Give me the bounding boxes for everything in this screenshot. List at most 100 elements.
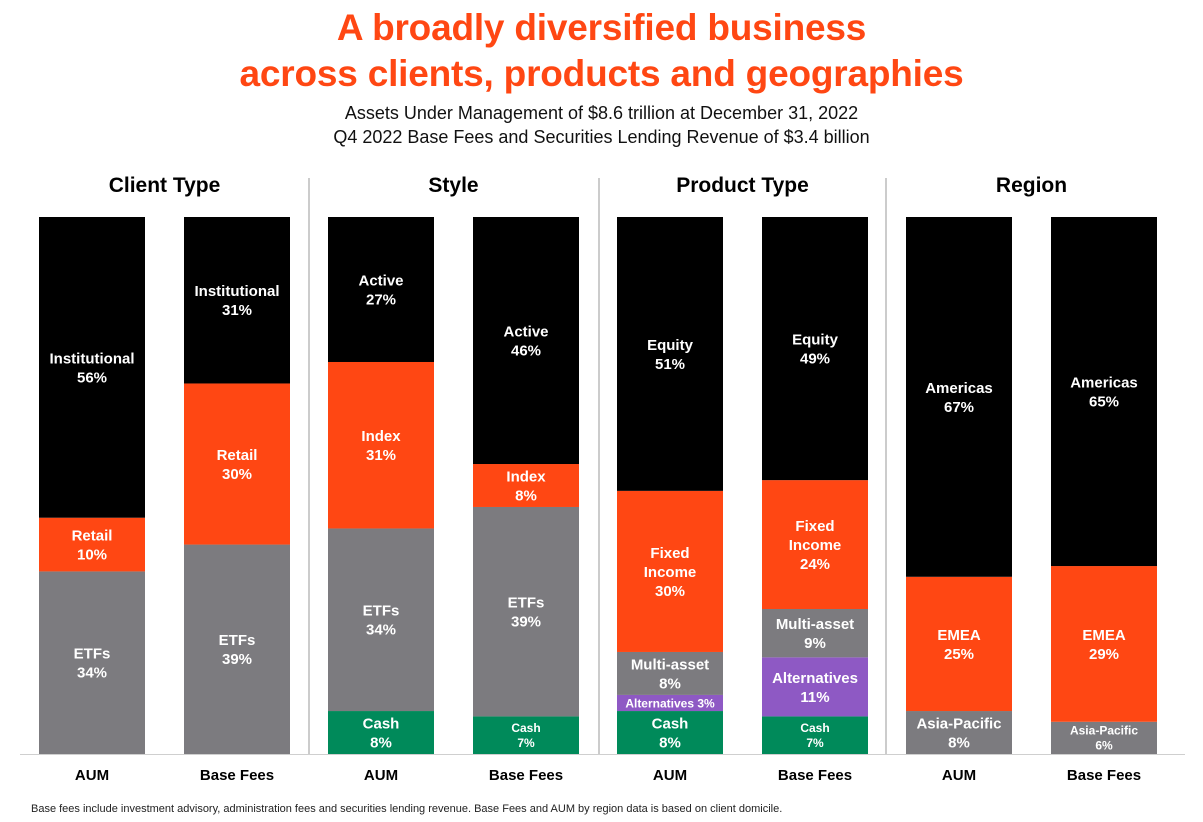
segment-label-line: ETFs <box>74 646 111 663</box>
segment-label-product-type-aum-cash: Cash 8% <box>652 715 689 751</box>
bar-segment-style-aum-active <box>328 217 434 362</box>
bar-segment-product-type-aum-cash <box>617 711 723 754</box>
segment-label-line: 24% <box>800 556 830 573</box>
segment-label-style-aum-active: Active 27% <box>358 272 403 308</box>
segment-label-client-type-base-fees-institutional: Institutional 31% <box>195 283 280 319</box>
x-label-client-type-aum: AUM <box>75 767 109 784</box>
segment-label-line: Equity <box>792 331 838 348</box>
segment-label-line: Index <box>361 428 401 445</box>
segment-label-line: 34% <box>77 665 107 682</box>
bar-segment-product-type-base-fees-alternatives <box>762 657 868 717</box>
segment-label-line: Asia-Pacific <box>1070 724 1138 738</box>
segment-label-line: 25% <box>944 646 974 663</box>
segment-label-line: 7% <box>806 736 824 750</box>
segment-label-line: 7% <box>517 736 535 750</box>
segment-label-line: Income <box>644 564 697 581</box>
subtitle-line-2: Q4 2022 Base Fees and Securities Lending… <box>333 127 870 147</box>
segment-label-line: 8% <box>515 487 537 504</box>
segment-label-line: 39% <box>511 614 541 631</box>
segment-label-line: Cash <box>363 715 400 732</box>
segment-label-line: Institutional <box>195 283 280 300</box>
bar-segment-region-base-fees-emea <box>1051 566 1157 722</box>
segment-label-style-aum-index: Index 31% <box>361 428 401 464</box>
segment-label-line: 67% <box>944 399 974 416</box>
segment-label-region-base-fees-emea: EMEA 29% <box>1082 627 1126 663</box>
segment-label-line: Asia-Pacific <box>916 715 1001 732</box>
segment-label-line: 11% <box>800 689 829 706</box>
panel-title-style: Style <box>428 174 478 197</box>
segment-label-line: 56% <box>77 369 107 386</box>
segment-label-product-type-aum-alternatives: Alternatives 3% <box>625 696 715 710</box>
segment-label-line: Fixed <box>650 545 689 562</box>
bar-segment-product-type-aum-equity <box>617 217 723 491</box>
segment-label-line: Index <box>506 468 546 485</box>
bar-segment-style-base-fees-cash <box>473 716 579 754</box>
segment-label-line: EMEA <box>1082 627 1126 644</box>
segment-label-client-type-base-fees-etfs: ETFs 39% <box>219 632 256 668</box>
segment-label-line: Active <box>503 323 548 340</box>
page-title-line-2: across clients, products and geographies <box>239 53 964 94</box>
segment-label-region-aum-asia-pacific: Asia-Pacific 8% <box>916 715 1001 751</box>
segment-label-style-aum-cash: Cash 8% <box>363 715 400 751</box>
bar-segment-product-type-base-fees-fixed-income <box>762 480 868 610</box>
segment-label-client-type-base-fees-retail: Retail 30% <box>217 447 258 483</box>
x-label-style-base-fees: Base Fees <box>489 767 563 784</box>
x-label-product-type-base-fees: Base Fees <box>778 767 852 784</box>
segment-label-line: 30% <box>222 466 252 483</box>
bar-segment-style-base-fees-index <box>473 464 579 507</box>
segment-label-line: 10% <box>77 546 107 563</box>
segment-label-product-type-base-fees-equity: Equity 49% <box>792 331 838 367</box>
segment-label-style-base-fees-index: Index 8% <box>506 468 546 504</box>
x-label-style-aum: AUM <box>364 767 398 784</box>
bar-segment-style-aum-index <box>328 361 434 529</box>
segment-label-client-type-aum-etfs: ETFs 34% <box>74 646 111 682</box>
stacked-bar-charts: Client Type ETFs 34% Retail 10% Institutional… <box>20 174 1185 784</box>
footnote: Base fees include investment advisory, a… <box>31 803 783 815</box>
subtitle-line-1: Assets Under Management of $8.6 trillion… <box>344 103 859 123</box>
segment-label-line: Cash <box>511 721 540 735</box>
segment-label-line: Cash <box>800 721 829 735</box>
panel-title-region: Region <box>996 174 1067 197</box>
segment-label-line: 30% <box>655 583 685 600</box>
x-label-region-base-fees: Base Fees <box>1067 767 1141 784</box>
segment-label-line: Institutional <box>50 350 135 367</box>
bar-segment-client-type-aum-retail <box>39 517 145 572</box>
segment-label-line: 65% <box>1089 393 1119 410</box>
segment-label-product-type-aum-multi-asset: Multi-asset 8% <box>631 656 709 692</box>
bar-segment-product-type-aum-alternatives <box>617 694 723 712</box>
bar-segment-product-type-base-fees-cash <box>762 716 868 754</box>
segment-label-style-base-fees-cash: Cash 7% <box>511 721 540 750</box>
segment-label-style-base-fees-active: Active 46% <box>503 323 548 359</box>
segment-label-line: Cash <box>652 715 689 732</box>
segment-label-style-aum-etfs: ETFs 34% <box>363 603 400 639</box>
bar-segment-client-type-aum-etfs <box>39 571 145 754</box>
segment-label-line: 34% <box>366 622 396 639</box>
segment-label-line: ETFs <box>508 595 545 612</box>
segment-label-style-base-fees-etfs: ETFs 39% <box>508 595 545 631</box>
segment-label-product-type-base-fees-multi-asset: Multi-asset 9% <box>776 616 854 652</box>
segment-label-line: Americas <box>925 380 993 397</box>
segment-label-product-type-base-fees-cash: Cash 7% <box>800 721 829 750</box>
segment-label-line: 9% <box>804 635 826 652</box>
bar-segment-product-type-base-fees-equity <box>762 217 868 481</box>
segment-label-region-aum-emea: EMEA 25% <box>937 627 981 663</box>
segment-label-line: 49% <box>800 350 830 367</box>
bar-segment-style-base-fees-etfs <box>473 506 579 717</box>
segment-label-line: 39% <box>222 651 252 668</box>
segment-label-product-type-aum-fixed-income: Fixed Income 30% <box>644 545 697 600</box>
segment-label-line: Equity <box>647 337 693 354</box>
bar-segment-client-type-aum-institutional <box>39 217 145 518</box>
segment-label-line: Active <box>358 272 403 289</box>
bar-segment-region-aum-americas <box>906 217 1012 577</box>
bar-segment-region-aum-emea <box>906 576 1012 712</box>
segment-label-line: Americas <box>1070 374 1138 391</box>
segment-label-line: 27% <box>366 291 396 308</box>
segment-label-line: 31% <box>222 302 252 319</box>
segment-label-line: Alternatives 3% <box>625 696 715 710</box>
bar-segment-product-type-base-fees-multi-asset <box>762 609 868 658</box>
bar-segment-region-aum-asia-pacific <box>906 711 1012 754</box>
segment-label-line: EMEA <box>937 627 981 644</box>
segment-label-line: 51% <box>655 356 685 373</box>
bar-segment-region-base-fees-americas <box>1051 217 1157 567</box>
page-title-line-1: A broadly diversified business <box>336 7 867 48</box>
